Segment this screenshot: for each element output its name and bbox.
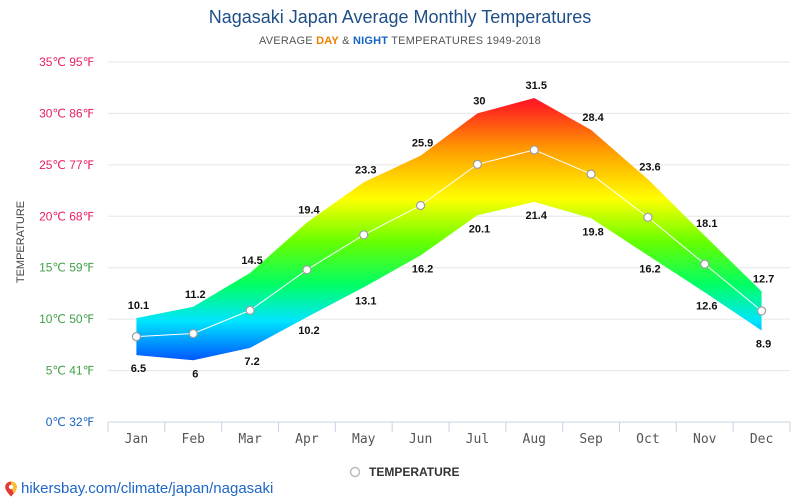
night-value-label: 8.9 [756,338,771,350]
y-axis-label: TEMPERATURE [15,201,27,283]
day-value-label: 23.6 [639,161,660,173]
day-value-label: 30 [473,95,485,107]
subtitle-suffix: TEMPERATURES 1949-2018 [388,35,541,47]
y-axis-ticks: 0℃ 32℉ 5℃ 41℉ 10℃ 50℉ 15℃ 59℉ 20℃ 68℉ 25℃ 77℉… [39,55,94,429]
y-tick-label: 20℃ 68℉ [39,209,94,223]
night-value-label: 16.2 [412,263,433,275]
y-tick-label: 0℃ 32℉ [46,415,94,429]
day-value-label: 23.3 [355,164,376,176]
x-tick-label: Jan [125,432,148,447]
night-value-label: 19.8 [582,226,603,238]
x-tick-label: Dec [750,432,773,447]
night-value-label: 16.2 [639,263,660,275]
temperature-point[interactable] [359,230,369,240]
chart-subtitle: AVERAGE DAY & NIGHT TEMPERATURES 1949-20… [0,35,800,47]
temperature-point[interactable] [472,159,483,169]
location-pin-icon [5,481,17,496]
y-tick-label: 10℃ 50℉ [39,312,94,326]
legend[interactable]: TEMPERATURE [349,465,460,479]
night-value-label: 10.2 [298,325,319,337]
temperature-point[interactable] [643,212,653,222]
night-value-label: 6 [192,368,198,380]
day-value-label: 19.4 [298,204,320,216]
y-tick-label: 5℃ 41℉ [46,364,94,378]
day-value-label: 14.5 [241,255,262,267]
footer-link[interactable]: hikersbay.com/climate/japan/nagasaki [4,480,273,497]
night-value-label: 12.6 [696,300,717,312]
night-value-labels: 6.5 6 7.2 10.2 13.1 16.2 20.1 21.4 19.8 16.2 12.6 8… [131,210,771,380]
temperature-point[interactable] [529,145,539,155]
y-tick-label: 15℃ 59℉ [39,261,94,275]
x-axis: Jan Feb Mar Apr May Jun Jul Aug Sep Oct Nov Dec [107,421,791,447]
y-tick-label: 35℃ 95℉ [39,55,94,69]
x-tick-label: Jul [466,432,489,447]
day-value-label: 11.2 [185,289,206,301]
footer-url: hikersbay.com/climate/japan/nagasaki [21,480,274,497]
day-value-label: 28.4 [582,112,604,124]
x-tick-label: Aug [523,432,546,447]
day-value-label: 18.1 [696,218,717,230]
temperature-point[interactable] [415,200,426,211]
legend-marker [349,466,361,478]
temperature-point[interactable] [302,265,312,275]
subtitle-night: NIGHT [352,35,389,47]
temperature-point[interactable] [245,305,255,315]
night-value-label: 21.4 [526,210,548,222]
day-value-labels: 10.1 11.2 14.5 19.4 23.3 25.9 30 31.5 28.4 23.6 18… [128,80,775,312]
chart-title: Nagasaki Japan Average Monthly Temperatu… [208,7,592,27]
y-tick-label: 25℃ 77℉ [39,158,94,172]
x-tick-label: May [352,432,376,447]
day-value-label: 12.7 [753,273,774,285]
x-tick-label: Mar [238,432,262,447]
temperature-point[interactable] [188,328,198,339]
temperature-band [136,98,762,361]
subtitle-day: DAY [316,35,339,47]
x-tick-label: Jun [409,432,432,447]
temperature-point[interactable] [586,169,596,179]
subtitle-prefix: AVERAGE [259,35,317,47]
night-value-label: 20.1 [469,223,490,235]
x-tick-label: Sep [579,432,603,447]
day-value-label: 10.1 [128,300,149,312]
x-tick-label: Feb [182,432,206,447]
x-tick-label: Apr [295,432,319,447]
day-value-label: 31.5 [526,80,547,92]
x-tick-label: Oct [636,432,659,447]
night-value-label: 7.2 [244,356,259,368]
legend-label: TEMPERATURE [369,465,459,479]
subtitle-amp: & [338,35,353,47]
temperature-point[interactable] [700,259,710,269]
x-tick-label: Nov [693,432,717,447]
night-value-label: 6.5 [131,363,146,375]
y-tick-label: 30℃ 86℉ [39,106,94,120]
temperature-points [131,145,767,342]
temperature-line [136,149,762,338]
temperature-point[interactable] [131,332,142,342]
temperature-point[interactable] [756,306,767,316]
day-value-label: 25.9 [412,138,433,150]
night-value-label: 13.1 [355,295,376,307]
